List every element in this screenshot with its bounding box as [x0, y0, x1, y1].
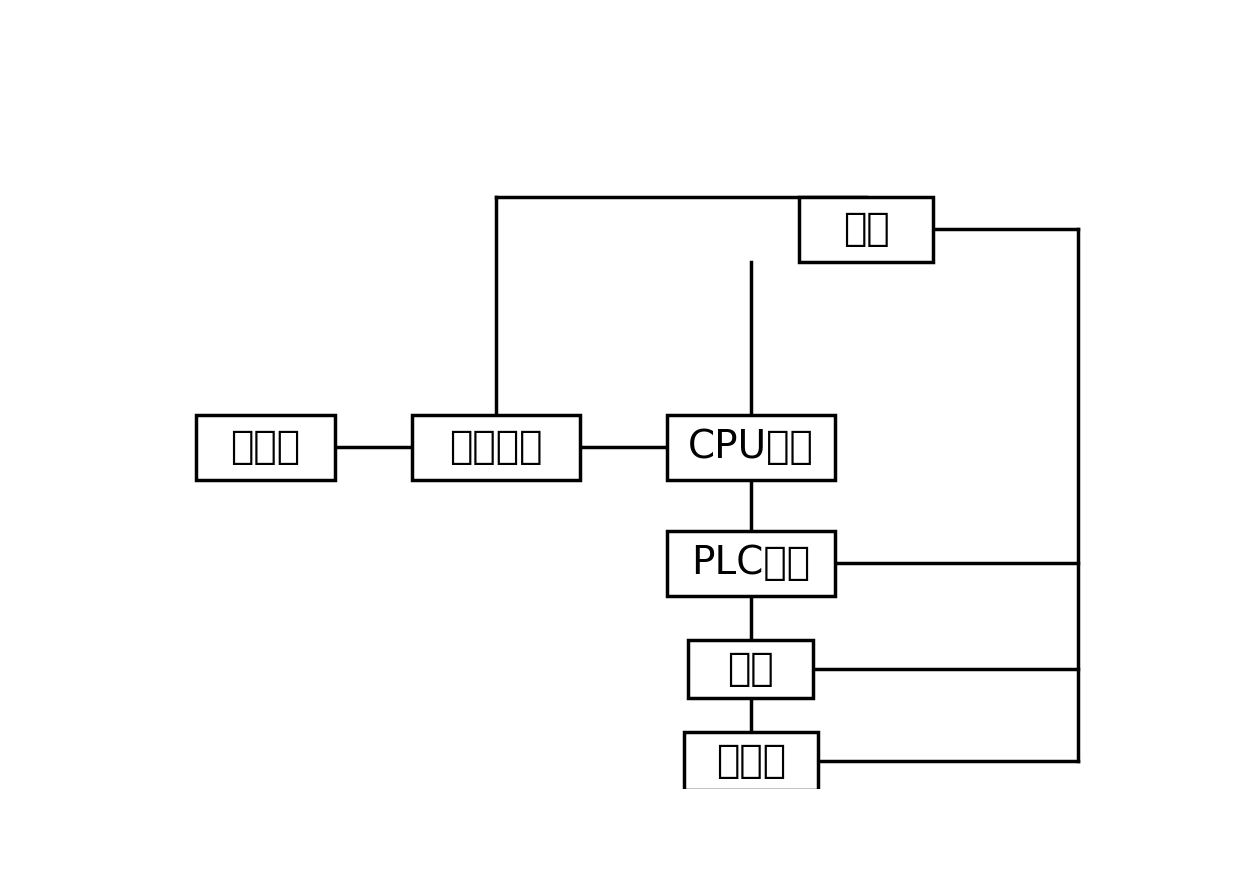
Text: 连动轴: 连动轴 — [715, 742, 786, 781]
Bar — [667, 415, 835, 480]
Text: 接线盒: 接线盒 — [231, 429, 300, 466]
Text: PLC模块: PLC模块 — [691, 544, 811, 582]
Bar — [683, 732, 818, 790]
Bar — [196, 415, 335, 480]
Bar — [667, 531, 835, 595]
Text: CPU主板: CPU主板 — [688, 429, 813, 466]
Bar — [688, 641, 813, 698]
Bar — [412, 415, 580, 480]
Text: 电源: 电源 — [843, 210, 889, 248]
Text: 电机: 电机 — [728, 650, 774, 688]
Bar — [799, 197, 934, 261]
Text: 切换装置: 切换装置 — [449, 429, 543, 466]
